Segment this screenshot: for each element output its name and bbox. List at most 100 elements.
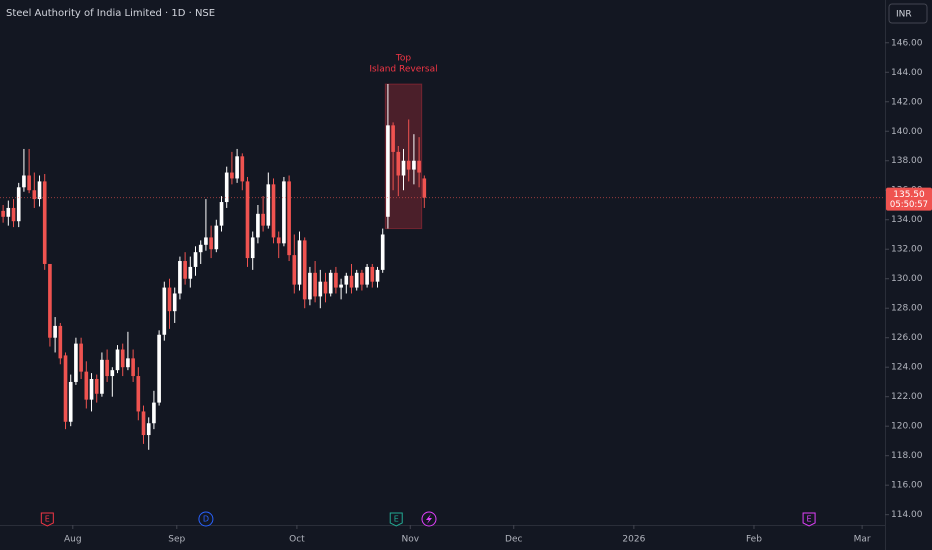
event-label: D xyxy=(203,515,209,524)
candle xyxy=(230,151,234,185)
candle-body xyxy=(22,175,26,188)
candle xyxy=(349,263,354,294)
candle xyxy=(282,176,286,247)
candle-body xyxy=(386,125,390,217)
candle xyxy=(261,196,265,232)
candle xyxy=(115,345,120,374)
candle xyxy=(146,417,151,450)
candle-body xyxy=(136,376,141,412)
candle-body xyxy=(58,325,63,359)
candle xyxy=(256,204,260,244)
event[interactable]: E xyxy=(389,512,403,527)
y-tick-label: 144.00 xyxy=(891,68,923,78)
currency-box[interactable] xyxy=(888,3,928,24)
candle-body xyxy=(230,172,234,179)
event-icon xyxy=(802,512,816,527)
candle xyxy=(188,256,193,288)
event-lightning[interactable] xyxy=(421,511,437,527)
candle xyxy=(167,278,172,329)
candle xyxy=(266,172,271,229)
candle xyxy=(157,330,161,406)
candle xyxy=(58,322,63,365)
candle xyxy=(313,261,317,303)
x-tick-label: Aug xyxy=(64,535,82,545)
candle-body xyxy=(172,293,177,312)
y-tick-label: 128.00 xyxy=(891,304,923,314)
candle xyxy=(27,148,31,194)
x-tick-label: Feb xyxy=(746,535,762,545)
candle-body xyxy=(240,156,245,182)
candle-body xyxy=(193,252,198,267)
candle-body xyxy=(245,181,250,259)
candle xyxy=(276,231,281,259)
candle-body xyxy=(339,284,343,288)
candle-body xyxy=(209,237,213,250)
candle xyxy=(136,367,141,421)
candle-body xyxy=(344,275,349,285)
candle-body xyxy=(318,281,323,297)
candle xyxy=(386,84,390,229)
candle-body xyxy=(261,213,265,226)
candle xyxy=(11,199,16,228)
y-tick-label: 138.00 xyxy=(891,156,923,166)
event-icon xyxy=(40,512,54,527)
candle xyxy=(391,122,395,191)
candle-body xyxy=(157,334,161,403)
y-tick-label: 140.00 xyxy=(891,127,923,137)
candle-body xyxy=(224,172,229,203)
candle xyxy=(198,240,203,264)
event[interactable]: E xyxy=(802,512,816,527)
candle-body xyxy=(302,240,307,300)
candle xyxy=(53,317,57,353)
candle-body xyxy=(354,272,359,288)
candle-body xyxy=(266,184,271,226)
candle xyxy=(224,166,229,208)
candle xyxy=(422,175,427,208)
event[interactable]: D xyxy=(198,511,214,527)
candle xyxy=(32,172,37,208)
x-tick-label: 2026 xyxy=(622,535,645,545)
candle-body xyxy=(334,272,338,288)
candle-body xyxy=(401,160,406,176)
candle xyxy=(271,178,276,244)
candle xyxy=(240,153,245,191)
candle-body xyxy=(84,371,89,400)
candle xyxy=(334,266,338,294)
y-tick-label: 146.00 xyxy=(891,38,923,48)
candle-body xyxy=(126,358,130,368)
candle xyxy=(172,287,177,323)
y-tick-label: 124.00 xyxy=(891,363,923,373)
candle xyxy=(42,174,47,270)
y-tick-label: 130.00 xyxy=(891,274,923,284)
candle xyxy=(63,352,68,430)
candle-body xyxy=(349,275,354,288)
candle-body xyxy=(141,411,146,436)
candle-body xyxy=(235,156,239,179)
candle-body xyxy=(131,358,135,377)
candle xyxy=(245,176,250,267)
candle xyxy=(396,145,401,197)
candle-body xyxy=(100,359,104,394)
candle-body xyxy=(110,370,115,377)
candle-body xyxy=(42,181,47,264)
candle xyxy=(292,234,297,294)
candle-body xyxy=(282,181,286,244)
event-label: E xyxy=(394,515,399,524)
annotation: Island Reversal xyxy=(369,65,437,75)
candle-body xyxy=(188,266,193,279)
event-icon xyxy=(198,511,214,527)
candle-body xyxy=(48,263,52,338)
candle-body xyxy=(183,261,187,279)
y-tick-label: 126.00 xyxy=(891,333,923,343)
candle-body xyxy=(417,160,421,173)
candle-body xyxy=(74,343,78,382)
candle xyxy=(178,256,182,300)
candle-body xyxy=(380,234,385,270)
candle-body xyxy=(115,349,120,371)
candle-body xyxy=(1,210,5,217)
event[interactable]: E xyxy=(40,512,54,527)
candle xyxy=(308,266,312,306)
candle xyxy=(16,182,21,228)
